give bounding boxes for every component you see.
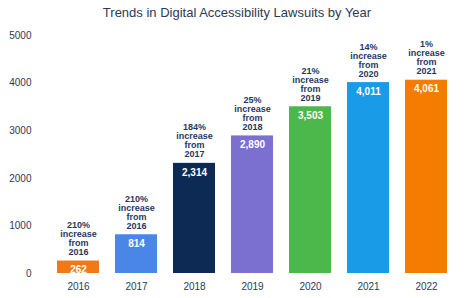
svg-text:184%increasefrom2017: 184%increasefrom2017 (176, 122, 213, 159)
svg-text:2018: 2018 (183, 281, 206, 292)
svg-text:2016: 2016 (67, 281, 90, 292)
svg-text:3000: 3000 (9, 125, 32, 136)
svg-text:1%increasefrom2021: 1%increasefrom2021 (408, 39, 445, 76)
svg-text:0: 0 (26, 268, 32, 279)
svg-text:25%increasefrom2018: 25%increasefrom2018 (234, 95, 271, 132)
svg-text:14%increasefrom2020: 14%increasefrom2020 (350, 42, 387, 79)
svg-text:21%increasefrom2019: 21%increasefrom2019 (292, 66, 329, 103)
svg-text:4,011: 4,011 (356, 86, 381, 97)
svg-text:262: 262 (70, 264, 87, 275)
svg-text:5000: 5000 (9, 30, 32, 41)
svg-text:2021: 2021 (357, 281, 380, 292)
svg-text:3,503: 3,503 (298, 110, 323, 121)
svg-text:2,314: 2,314 (182, 167, 207, 178)
svg-text:4000: 4000 (9, 77, 32, 88)
svg-text:4,061: 4,061 (414, 83, 439, 94)
svg-text:210%increasefrom2016: 210%increasefrom2016 (118, 194, 155, 231)
svg-text:2,890: 2,890 (240, 139, 265, 150)
svg-text:2019: 2019 (241, 281, 264, 292)
svg-text:2022: 2022 (415, 281, 438, 292)
svg-text:2000: 2000 (9, 173, 32, 184)
svg-text:2017: 2017 (125, 281, 148, 292)
svg-text:2020: 2020 (299, 281, 322, 292)
svg-text:1000: 1000 (9, 220, 32, 231)
svg-text:814: 814 (128, 238, 145, 249)
svg-text:210%increasefrom2016: 210%increasefrom2016 (60, 220, 97, 257)
html-text:Trends in Digital Accessibilit: Trends in Digital Accessibility Lawsuits… (102, 5, 372, 20)
